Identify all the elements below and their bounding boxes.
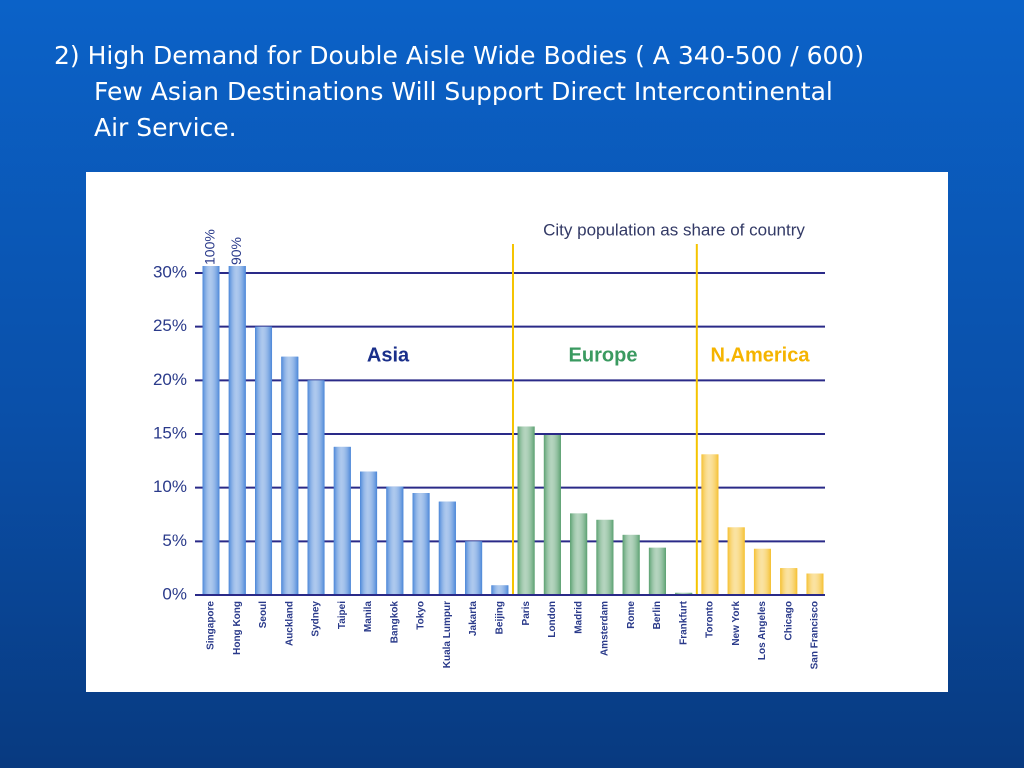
bar-shine xyxy=(622,534,640,595)
x-tick-label: Sydney xyxy=(311,601,322,637)
y-tick-label: 20% xyxy=(153,370,187,389)
bar-shine xyxy=(780,568,798,595)
bar-shine xyxy=(753,548,771,595)
x-tick-label: Manila xyxy=(363,601,374,633)
x-tick-label: Rome xyxy=(626,601,637,629)
x-tick-label: Bangkok xyxy=(389,601,400,644)
group-label: Asia xyxy=(367,344,410,366)
title-line: 2) High Demand for Double Aisle Wide Bod… xyxy=(54,41,865,70)
x-tick-label: Madrid xyxy=(573,601,584,634)
x-tick-label: Beijing xyxy=(495,601,506,634)
x-tick-label: Paris xyxy=(521,601,532,626)
x-tick-label: New York xyxy=(731,601,742,646)
x-tick-label: San Francisco xyxy=(810,601,821,669)
title-line: Few Asian Destinations Will Support Dire… xyxy=(94,77,833,106)
bar-shine xyxy=(360,471,378,595)
x-tick-label: Kuala Lumpur xyxy=(442,601,453,668)
x-tick-label: Toronto xyxy=(705,601,716,638)
bar-shine xyxy=(648,547,666,595)
x-tick-label: London xyxy=(547,601,558,638)
x-tick-label: Chicago xyxy=(783,601,794,640)
x-tick-label: Amsterdam xyxy=(600,601,611,656)
bar-shine xyxy=(281,356,299,595)
bar-shine xyxy=(806,573,824,595)
bar-shine xyxy=(596,519,614,595)
bar-shine xyxy=(675,592,693,595)
annotation: City population as share of country xyxy=(543,220,805,239)
x-tick-label: Seoul xyxy=(258,601,269,628)
y-tick-label: 10% xyxy=(153,477,187,496)
x-tick-label: Frankfurt xyxy=(678,600,689,645)
bar-shine xyxy=(701,454,719,595)
y-tick-label: 25% xyxy=(153,316,187,335)
x-tick-label: Singapore xyxy=(206,601,217,650)
bar-shine xyxy=(255,326,273,595)
bar-shine xyxy=(570,513,588,595)
bar-shine xyxy=(438,501,456,595)
y-tick-label: 5% xyxy=(162,531,187,550)
bar-shine xyxy=(202,266,220,596)
data-label: 90% xyxy=(228,237,244,265)
bar-shine xyxy=(333,446,351,595)
x-tick-label: Los Angeles xyxy=(757,601,768,661)
y-tick-label: 30% xyxy=(153,262,187,281)
chart: City population as share of country 0% 5%… xyxy=(86,172,948,692)
bar-shine xyxy=(412,493,430,595)
y-tick-label: 0% xyxy=(162,584,187,603)
group-label: Europe xyxy=(569,344,638,366)
x-tick-label: Taipei xyxy=(337,601,348,629)
bar-shine xyxy=(491,585,509,595)
bars xyxy=(202,266,824,596)
bar-shine xyxy=(307,380,325,595)
bar-shine xyxy=(228,266,246,595)
bar-shine xyxy=(727,527,745,595)
y-tick-label: 15% xyxy=(153,423,187,442)
x-tick-label: Jakarta xyxy=(468,601,479,636)
title-line: Air Service. xyxy=(94,113,237,142)
bar-shine xyxy=(465,541,483,595)
x-tick-label: Hong Kong xyxy=(232,601,243,655)
x-tick-label: Tokyo xyxy=(416,601,427,630)
x-tick-label: Auckland xyxy=(284,601,295,646)
group-label: N.America xyxy=(711,344,811,366)
x-tick-label: Berlin xyxy=(652,601,663,629)
slide-title: 2) High Demand for Double Aisle Wide Bod… xyxy=(54,38,864,146)
bar-shine xyxy=(386,486,404,595)
data-label: 100% xyxy=(202,229,218,265)
bar-shine xyxy=(543,435,561,595)
bar-shine xyxy=(517,426,535,595)
